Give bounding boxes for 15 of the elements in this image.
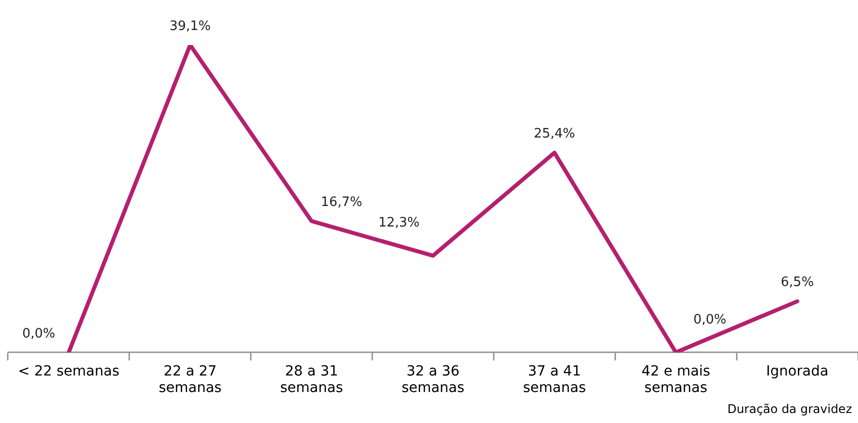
data-label: 0,0% <box>22 326 56 342</box>
x-tick-label: 28 a 31 semanas <box>280 363 344 396</box>
x-tick-label: Ignorada <box>766 363 828 380</box>
x-tick-label: 42 e mais semanas <box>641 363 710 396</box>
data-label: 0,0% <box>693 312 726 328</box>
data-label: 39,1% <box>169 18 211 34</box>
data-label: 12,3% <box>378 216 420 231</box>
x-tick-label: < 22 semanas <box>18 363 120 380</box>
x-tick-label: 22 a 27 semanas <box>158 363 222 396</box>
x-tick-label: 37 a 41 semanas <box>522 363 586 396</box>
data-label: 25,4% <box>534 126 576 142</box>
x-tick-label: 32 a 36 semanas <box>402 363 464 396</box>
data-label: 6,5% <box>780 275 814 290</box>
x-axis-title: Duração da gravidez <box>727 402 852 416</box>
data-label: 16,7% <box>320 194 362 210</box>
